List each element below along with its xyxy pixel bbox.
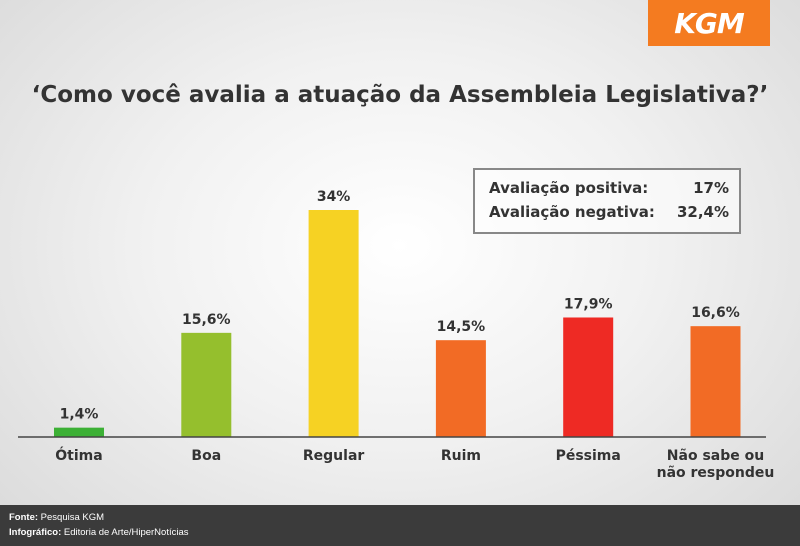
bar-ruim [435,340,486,437]
value-label-ruim: 14,5% [437,319,486,335]
category-label-nao-sabe-ou-nao-respondeu: Não sabe ou não respondeu [657,448,775,481]
kgm-logo: KGM [648,0,770,46]
category-label-regular: Regular [303,448,365,464]
footer: Fonte: Pesquisa KGM Infográfico: Editori… [0,505,800,546]
negative-label: Avaliação negativa: [489,203,655,221]
credit-value: Editoria de Arte/HiperNotícias [63,527,189,538]
summary-positive-row: Avaliação positiva: 17% [489,176,729,200]
category-line: não respondeu [657,465,775,481]
category-label-pessima: Péssima [556,448,621,464]
positive-value: 17% [693,179,729,197]
category-label-otima: Ótima [55,446,102,464]
category-line: Não sabe ou [667,448,764,464]
footer-source: Fonte: Pesquisa KGM [9,510,800,525]
category-line: Ruim [441,448,481,464]
category-line: Regular [303,448,365,464]
summary-negative-row: Avaliação negativa: 32,4% [489,200,729,224]
value-label-pessima: 17,9% [564,296,613,312]
category-line: Ótima [55,446,102,464]
category-line: Boa [191,448,221,464]
bar-chart: 1,4% Ótima 15,6% Boa 34% Regular 14,5% Ruim 17,9… [18,189,774,481]
category-label-ruim: Ruim [441,448,481,464]
positive-label: Avaliação positiva: [489,179,649,197]
bars-group [54,210,741,437]
source-label: Fonte: [9,512,39,523]
source-value: Pesquisa KGM [40,512,105,523]
category-label-boa: Boa [191,448,221,464]
bar-otima [54,427,104,437]
bar-nao-sabe-ou-nao-respondeu [690,326,741,437]
bar-pessima [563,317,614,437]
value-label-nao-sabe-ou-nao-respondeu: 16,6% [691,305,740,321]
labels-group: 1,4% Ótima 15,6% Boa 34% Regular 14,5% Ruim 17,9… [55,189,774,481]
negative-value: 32,4% [676,203,729,221]
credit-label: Infográfico: [9,527,62,538]
value-label-regular: 34% [317,189,351,205]
bar-boa [181,332,232,437]
summary-box: Avaliação positiva: 17% Avaliação negati… [473,168,741,234]
value-label-boa: 15,6% [182,312,231,328]
category-line: Péssima [556,448,621,464]
chart-title: ‘Como você avalia a atuação da Assemblei… [31,82,769,108]
footer-credit: Infográfico: Editoria de Arte/HiperNotíc… [9,525,800,540]
value-label-otima: 1,4% [60,407,99,423]
bar-regular [308,210,359,437]
